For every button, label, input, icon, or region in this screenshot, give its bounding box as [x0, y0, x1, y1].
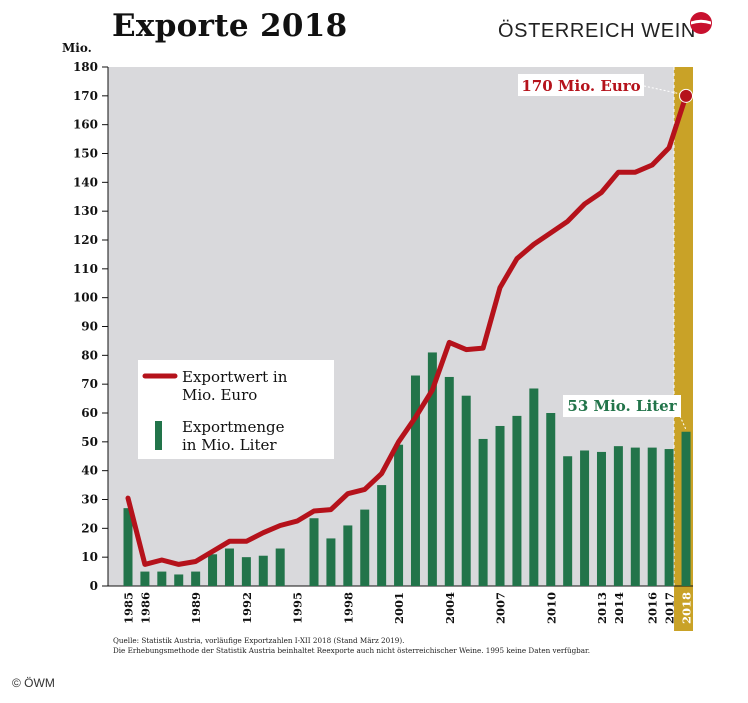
- y-tick-label: 160: [73, 118, 98, 132]
- y-tick-label: 110: [73, 262, 98, 276]
- y-tick-label: 10: [81, 550, 98, 564]
- x-tick-label: 2001: [392, 592, 406, 624]
- x-tick-label: 1986: [138, 592, 152, 624]
- x-tick-label: 2004: [443, 592, 457, 624]
- bar-1999: [360, 509, 370, 586]
- bar-1992: [241, 557, 251, 586]
- x-tick-label: 2010: [544, 592, 558, 624]
- y-tick-label: 80: [81, 348, 98, 362]
- austrian-wine-flag-icon: [690, 12, 712, 34]
- bar-1998: [343, 525, 353, 586]
- legend-bar-swatch: [155, 421, 162, 450]
- chart-title: Exporte 2018: [112, 8, 348, 44]
- copyright-text: © ÖWM: [12, 676, 55, 690]
- bar-1987: [157, 571, 167, 586]
- export-value-line: [125, 93, 689, 567]
- bar-2015: [630, 447, 640, 586]
- brand-logo-text: ÖSTERREICH WEIN: [498, 20, 696, 43]
- y-tick-label: 30: [81, 493, 98, 507]
- x-tick-label: 1995: [291, 592, 305, 624]
- bar-1991: [224, 548, 234, 586]
- bar-1997: [326, 538, 336, 586]
- bar-1993: [258, 555, 268, 586]
- bar-2001: [394, 444, 404, 586]
- x-tick-label: 1992: [240, 592, 254, 624]
- bar-2010: [546, 413, 556, 586]
- y-tick-label: 0: [90, 579, 98, 593]
- bar-2013: [596, 451, 606, 586]
- x-tick-label: 2014: [612, 592, 626, 624]
- x-tick-label: 1989: [189, 592, 203, 624]
- bar-1986: [140, 571, 150, 586]
- x-tick-label: 2017: [663, 592, 677, 624]
- source-line-1: Quelle: Statistik Austria, vorläufige Ex…: [113, 636, 405, 645]
- bar-1994: [275, 548, 285, 586]
- bar-2005: [461, 395, 471, 586]
- x-tick-label: 2018: [680, 592, 694, 624]
- y-tick-label: 20: [81, 521, 98, 535]
- liter-annotation-leader: [679, 415, 687, 430]
- bar-1988: [174, 574, 184, 586]
- bar-1985: [123, 508, 133, 586]
- bar-2016: [647, 447, 657, 586]
- x-tick-label: 1985: [122, 592, 136, 624]
- euro-annotation-box: [518, 74, 644, 96]
- y-tick-label: 170: [73, 89, 98, 103]
- y-tick-label: 150: [73, 147, 98, 161]
- bar-2002: [410, 375, 420, 586]
- x-tick-label: 2016: [646, 592, 660, 624]
- bar-2000: [377, 485, 387, 586]
- legend-line-label-1: Exportwert in: [182, 368, 288, 386]
- x-tick-label: 2013: [595, 592, 609, 624]
- bar-2003: [427, 352, 437, 586]
- liter-annotation-box: [563, 395, 681, 417]
- bar-2018: [681, 431, 691, 586]
- bar-2012: [580, 450, 590, 586]
- legend-bar-label-2: in Mio. Liter: [182, 436, 277, 454]
- y-tick-label: 120: [73, 233, 98, 247]
- y-tick-label: 130: [73, 204, 98, 218]
- brand-name: ÖSTERREICH WEIN: [498, 20, 696, 42]
- line-end-marker: [679, 88, 694, 103]
- source-line-2: Die Erhebungsmethode der Statistik Austr…: [113, 646, 590, 655]
- bar-1996: [309, 518, 319, 586]
- legend-line-label-2: Mio. Euro: [182, 386, 257, 404]
- bar-2017: [664, 449, 674, 586]
- bar-2011: [563, 456, 573, 586]
- y-tick-label: 180: [73, 60, 98, 74]
- y-tick-label: 40: [81, 464, 98, 478]
- y-tick-label: 70: [81, 377, 98, 391]
- y-tick-label: 60: [81, 406, 98, 420]
- bar-2008: [512, 415, 522, 586]
- legend-bar-label-1: Exportmenge: [182, 418, 285, 436]
- bar-1989: [191, 571, 201, 586]
- bar-2007: [495, 425, 505, 586]
- y-tick-label: 100: [73, 291, 98, 305]
- euro-annotation: 170 Mio. Euro: [521, 77, 640, 95]
- bar-2004: [444, 376, 454, 586]
- bar-2009: [529, 388, 539, 586]
- y-tick-label: 50: [81, 435, 98, 449]
- x-tick-label: 1998: [341, 592, 355, 624]
- y-axis-label: Mio.: [62, 41, 92, 55]
- liter-annotation: 53 Mio. Liter: [567, 397, 677, 415]
- bar-1990: [208, 554, 218, 586]
- bar-2014: [613, 446, 623, 586]
- source-note: Quelle: Statistik Austria, vorläufige Ex…: [113, 636, 713, 656]
- x-tick-label: 2007: [494, 592, 508, 624]
- y-tick-label: 140: [73, 175, 98, 189]
- bar-2006: [478, 438, 488, 586]
- y-tick-label: 90: [81, 320, 98, 334]
